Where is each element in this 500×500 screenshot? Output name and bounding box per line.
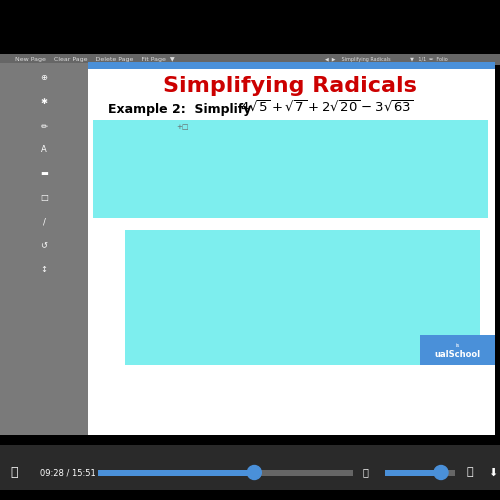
Bar: [88, 62, 495, 68]
Bar: [125, 230, 480, 365]
Text: is: is: [456, 343, 460, 348]
Text: ✱: ✱: [40, 97, 48, 106]
Text: /: /: [42, 217, 45, 226]
Text: ✏: ✏: [40, 121, 48, 130]
Text: A: A: [41, 145, 47, 154]
Text: $4\sqrt{5} + \sqrt{7} + 2\sqrt{20} - 3\sqrt{63}$: $4\sqrt{5} + \sqrt{7} + 2\sqrt{20} - 3\s…: [240, 100, 414, 115]
Text: 09:28 / 15:51: 09:28 / 15:51: [40, 468, 96, 477]
Circle shape: [248, 466, 262, 479]
Text: □: □: [40, 193, 48, 202]
Bar: [385, 470, 441, 476]
Bar: [0, 0, 500, 65]
Bar: [0, 0, 500, 30]
Bar: [420, 335, 495, 365]
Bar: [0, 54, 500, 65]
Bar: [98, 470, 352, 476]
Text: ⏸: ⏸: [10, 466, 18, 479]
Bar: [88, 62, 495, 435]
Text: ↕: ↕: [40, 265, 48, 274]
Text: ↺: ↺: [40, 241, 48, 250]
Bar: [0, 62, 88, 435]
Circle shape: [434, 466, 448, 479]
Text: 🔊: 🔊: [362, 468, 368, 477]
Text: New Page    Clear Page    Delete Page    Fit Page  ▼: New Page Clear Page Delete Page Fit Page…: [15, 57, 174, 62]
Text: ⊕: ⊕: [40, 73, 48, 82]
Bar: [0, 445, 500, 500]
Text: ⛶: ⛶: [466, 468, 473, 477]
Bar: [0, 490, 500, 500]
Text: ▬: ▬: [40, 169, 48, 178]
Bar: [385, 470, 455, 476]
Text: Simplifying Radicals: Simplifying Radicals: [163, 76, 417, 96]
Text: ◀  ▶    Simplifying Radicals             ▼   1/1  ✏  Folio: ◀ ▶ Simplifying Radicals ▼ 1/1 ✏ Folio: [325, 57, 448, 62]
Text: +□: +□: [176, 124, 189, 130]
Text: ualSchool: ualSchool: [434, 350, 480, 359]
Bar: [92, 120, 488, 218]
Bar: [98, 470, 254, 476]
Text: Example 2:  Simplify: Example 2: Simplify: [108, 102, 251, 116]
Text: ⬇: ⬇: [488, 468, 497, 477]
